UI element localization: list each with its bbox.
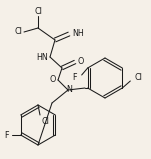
- Text: O: O: [50, 76, 56, 84]
- Text: N: N: [66, 86, 72, 94]
- Text: F: F: [72, 73, 77, 83]
- Text: F: F: [4, 131, 9, 139]
- Text: Cl: Cl: [134, 73, 142, 83]
- Text: HN: HN: [36, 52, 48, 62]
- Text: Cl: Cl: [34, 7, 42, 17]
- Text: Cl: Cl: [41, 117, 49, 125]
- Text: NH: NH: [72, 30, 84, 38]
- Text: Cl: Cl: [14, 28, 22, 37]
- Text: O: O: [78, 56, 84, 66]
